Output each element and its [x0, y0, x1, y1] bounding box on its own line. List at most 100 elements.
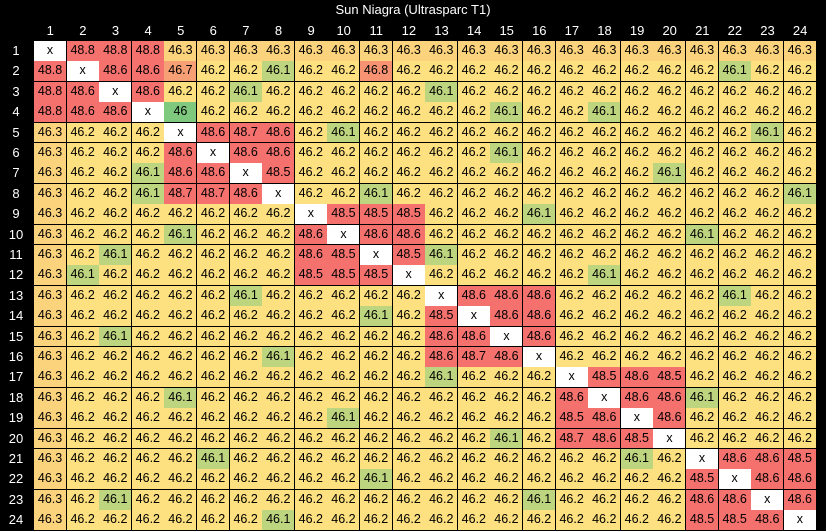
heatmap-cell: 46.2	[425, 510, 458, 531]
heatmap-cell: 46.2	[751, 326, 784, 347]
heatmap-cell: 46.2	[620, 224, 653, 245]
heatmap-cell: 46.2	[131, 204, 164, 225]
heatmap-cell: 46.2	[686, 81, 719, 102]
heatmap-cell: 48.8	[99, 41, 132, 61]
heatmap-cell: 46.2	[555, 469, 588, 490]
heatmap-cell: 46.2	[164, 306, 197, 327]
heatmap-cell: 46.2	[66, 245, 99, 265]
heatmap-cell: 46.2	[588, 347, 621, 367]
heatmap-cell: 46.2	[294, 306, 327, 327]
heatmap-cell: 46.2	[131, 265, 164, 286]
heatmap-cell: 46.2	[197, 245, 230, 265]
heatmap-cell: 46.2	[392, 347, 425, 367]
heatmap-cell: 46.2	[392, 102, 425, 123]
heatmap-cell: 46.2	[197, 489, 230, 510]
heatmap-cell: 46.2	[425, 265, 458, 286]
heatmap-cell: 46.2	[360, 285, 393, 306]
heatmap-cell: 46.2	[294, 183, 327, 204]
row-header-8: 8	[12, 185, 20, 201]
heatmap-cell: 46.2	[294, 61, 327, 82]
heatmap-cell: 46.2	[555, 449, 588, 469]
heatmap-cell: 46.2	[66, 163, 99, 184]
heatmap-cell: 46.2	[360, 347, 393, 367]
heatmap-cell: 46.2	[588, 245, 621, 265]
column-header-4: 4	[144, 23, 152, 38]
heatmap-cell: 46.2	[751, 306, 784, 327]
heatmap-cell: 46.2	[425, 469, 458, 490]
heatmap-cell: 46.2	[523, 387, 556, 408]
heatmap-cell: 46.2	[294, 163, 327, 184]
heatmap-cell: 46.2	[555, 326, 588, 347]
heatmap-cell: 46.2	[751, 347, 784, 367]
heatmap-cell: 46.2	[425, 449, 458, 469]
heatmap-cell: 46.2	[425, 122, 458, 143]
column-header-17: 17	[564, 23, 580, 38]
heatmap-cell: 46.2	[99, 306, 132, 327]
column-header-11: 11	[369, 23, 384, 38]
heatmap-cell: 46.2	[686, 122, 719, 143]
heatmap-cell: 46.2	[653, 285, 686, 306]
heatmap-cell: 46.2	[262, 265, 295, 286]
row-header-16: 16	[8, 349, 24, 364]
heatmap-cell: 46.2	[327, 449, 360, 469]
heatmap-cell: 46.2	[620, 163, 653, 184]
heatmap-cell: 46.1	[783, 183, 816, 204]
heatmap-cell: 46.2	[66, 408, 99, 429]
heatmap-cell-diagonal: x	[360, 245, 393, 265]
heatmap-cell: 46.2	[523, 183, 556, 204]
heatmap-cell: 46.2	[66, 387, 99, 408]
heatmap-cell: 48.8	[131, 41, 164, 61]
heatmap-cell: 46.2	[164, 510, 197, 531]
heatmap-cell: 46.2	[262, 408, 295, 429]
heatmap-cell: 46.2	[686, 102, 719, 123]
heatmap-cell: 46.2	[294, 81, 327, 102]
heatmap-cell: 48.5	[360, 204, 393, 225]
column-header-3: 3	[111, 23, 120, 38]
heatmap-cell: 46.2	[783, 163, 816, 184]
heatmap-cell: 46.2	[523, 469, 556, 490]
heatmap-cell: 48.6	[197, 122, 230, 143]
column-header-7: 7	[242, 23, 250, 38]
heatmap-cell: 46.2	[66, 285, 99, 306]
heatmap-cell: 46.2	[653, 306, 686, 327]
heatmap-cell: 46.2	[164, 367, 197, 388]
heatmap-cell: 46.2	[131, 285, 164, 306]
heatmap-cell: 48.6	[523, 306, 556, 327]
heatmap-cell: 46.2	[620, 143, 653, 163]
heatmap-cell: 46.2	[523, 367, 556, 388]
column-header-22: 22	[727, 23, 743, 38]
heatmap-cell: 46.2	[783, 61, 816, 82]
heatmap-cell-diagonal: x	[686, 449, 719, 469]
heatmap-cell: 46.3	[34, 489, 67, 510]
heatmap-cell: 48.8	[34, 61, 67, 82]
heatmap-cell: 46.2	[523, 61, 556, 82]
heatmap-cell: 46.2	[229, 102, 262, 123]
column-header-23: 23	[760, 23, 775, 38]
heatmap-cell: 46.2	[360, 408, 393, 429]
heatmap-cell: 48.5	[392, 204, 425, 225]
heatmap-cell: 46.2	[262, 306, 295, 327]
heatmap-cell: 48.5	[686, 510, 719, 531]
heatmap-cell: 46.1	[620, 449, 653, 469]
heatmap-cell: 46.2	[229, 265, 262, 286]
heatmap-cell: 46.1	[718, 285, 751, 306]
heatmap-cell: 46.2	[751, 163, 784, 184]
heatmap-cell: 46.2	[457, 143, 490, 163]
heatmap-cell: 46.2	[164, 347, 197, 367]
heatmap-cell: 46.2	[490, 510, 523, 531]
heatmap-cell: 46.2	[164, 285, 197, 306]
row-header-6: 6	[12, 145, 20, 160]
heatmap-cell: 48.6	[751, 469, 784, 490]
heatmap-cell: 46.2	[620, 102, 653, 123]
heatmap-cell-diagonal: x	[392, 265, 425, 286]
heatmap-cell: 46.2	[588, 204, 621, 225]
heatmap-cell: 46.1	[131, 183, 164, 204]
heatmap-cell: 46.1	[588, 102, 621, 123]
heatmap-cell: 46.2	[718, 428, 751, 449]
heatmap-cell: 46.3	[34, 122, 67, 143]
heatmap-cell-diagonal: x	[457, 306, 490, 327]
heatmap-cell: 46.2	[555, 81, 588, 102]
heatmap-cell: 46.2	[99, 204, 132, 225]
heatmap-cell: 46.2	[392, 408, 425, 429]
heatmap-cell: 46.1	[262, 510, 295, 531]
